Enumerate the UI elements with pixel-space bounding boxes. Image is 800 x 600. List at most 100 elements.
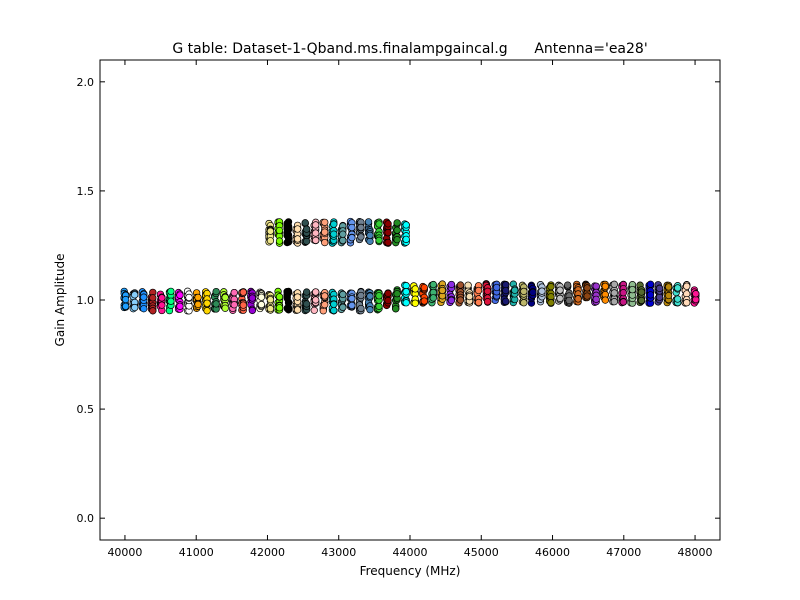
data-point <box>194 300 202 309</box>
data-point <box>384 220 392 228</box>
data-point <box>364 218 373 226</box>
data-point <box>655 284 664 293</box>
data-point <box>393 219 401 227</box>
data-point <box>375 292 383 300</box>
data-point <box>176 291 184 299</box>
data-point <box>493 283 501 292</box>
data-point <box>185 293 193 302</box>
data-point <box>330 220 338 228</box>
data-point <box>330 300 338 308</box>
data-point <box>212 300 220 308</box>
data-point <box>312 296 320 304</box>
data-point <box>366 292 374 300</box>
data-point <box>158 294 166 302</box>
data-point <box>339 236 347 245</box>
data-point <box>655 293 664 301</box>
data-point <box>583 284 591 292</box>
data-point <box>284 238 293 246</box>
data-point <box>248 306 256 315</box>
x-tick-label: 44000 <box>393 546 428 559</box>
data-point <box>564 281 572 289</box>
data-point <box>275 304 284 312</box>
data-point <box>348 294 356 303</box>
data-point <box>556 286 564 294</box>
data-point <box>402 221 410 229</box>
data-point <box>692 290 700 298</box>
data-point <box>310 306 318 314</box>
data-point <box>312 288 320 296</box>
data-point <box>628 285 637 294</box>
x-axis: 40000 41000 42000 43000 44000 45000 46000 47000… <box>107 60 713 559</box>
data-point <box>456 281 465 289</box>
data-point <box>122 295 130 304</box>
data-point <box>275 237 284 245</box>
data-point <box>302 288 311 296</box>
data-point <box>520 299 528 307</box>
chart-title: G table: Dataset-1-Qband.ms.finalampgain… <box>172 41 647 57</box>
x-axis-label: Frequency (MHz) <box>360 564 461 578</box>
data-point <box>230 288 238 297</box>
data-point <box>474 298 483 307</box>
y-tick-label: 0.0 <box>77 512 95 525</box>
data-point <box>284 289 293 297</box>
data-point <box>321 218 329 226</box>
data-point <box>592 282 600 290</box>
data-point <box>402 299 410 307</box>
data-point <box>312 236 320 244</box>
data-point <box>302 300 311 308</box>
data-point <box>511 286 519 294</box>
data-point <box>619 298 628 306</box>
data-point <box>293 235 302 243</box>
data-point <box>483 287 492 295</box>
data-point <box>284 298 293 306</box>
data-point <box>212 287 220 296</box>
data-point <box>330 230 338 238</box>
data-point <box>339 303 347 311</box>
data-point <box>312 221 320 229</box>
data-point <box>619 289 628 297</box>
data-point <box>402 288 410 296</box>
data-point <box>203 307 211 315</box>
data-point <box>664 291 673 300</box>
data-point <box>239 288 247 296</box>
data-point <box>275 226 284 235</box>
data-point <box>465 292 474 301</box>
data-point <box>301 219 309 227</box>
data-point <box>167 297 175 305</box>
data-point <box>321 292 329 300</box>
data-point <box>556 294 564 303</box>
data-point <box>321 228 329 236</box>
data-point <box>384 238 392 247</box>
data-point <box>167 287 175 296</box>
data-point <box>348 301 356 310</box>
data-point <box>375 236 383 244</box>
data-point <box>411 285 419 293</box>
data-point <box>321 301 329 309</box>
data-point <box>158 301 166 309</box>
data-point <box>420 297 428 305</box>
data-point <box>384 228 392 237</box>
data-point <box>393 290 401 298</box>
data-point <box>674 284 682 292</box>
y-tick-label: 0.5 <box>77 403 95 416</box>
data-point <box>131 303 139 312</box>
y-tick-label: 2.0 <box>77 76 95 89</box>
data-point <box>429 294 437 302</box>
data-point <box>483 298 492 306</box>
data-point <box>393 236 401 244</box>
data-point <box>375 302 383 310</box>
data-point <box>502 286 510 295</box>
data-point <box>131 291 139 299</box>
data-point <box>230 301 238 309</box>
data-point <box>438 286 447 295</box>
x-tick-label: 46000 <box>535 546 570 559</box>
data-point <box>257 293 266 301</box>
data-point <box>266 304 275 313</box>
data-point <box>221 304 229 312</box>
data-point <box>357 291 365 300</box>
data-point <box>610 298 618 306</box>
data-point <box>194 293 202 302</box>
data-point <box>583 292 591 300</box>
data-point <box>140 305 148 313</box>
data-point <box>384 289 392 298</box>
